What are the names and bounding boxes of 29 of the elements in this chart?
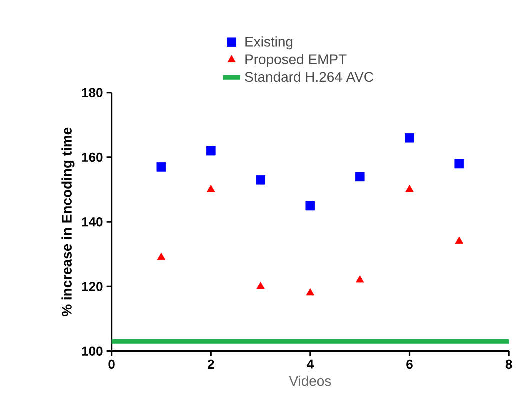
- point: [406, 184, 414, 192]
- x-axis-title: Videos: [289, 376, 332, 386]
- point: [455, 236, 464, 244]
- x-tick-label: 4: [307, 360, 314, 369]
- point: [206, 146, 216, 156]
- point: [157, 252, 166, 260]
- x-tick-label: 2: [208, 360, 214, 369]
- y-tick-label: 180: [82, 88, 103, 98]
- point: [356, 275, 364, 283]
- point: [256, 175, 266, 185]
- legend-label: Standard H.264 AVC: [245, 72, 374, 82]
- point: [405, 133, 414, 143]
- point: [355, 172, 365, 182]
- point: [256, 282, 265, 290]
- point: [207, 184, 216, 192]
- y-tick-label: 100: [82, 346, 103, 356]
- y-axis-title: % increase in Encoding time: [62, 128, 75, 316]
- legend-label: Proposed EMPT: [246, 54, 347, 68]
- legend-label: Existing: [246, 36, 293, 50]
- x-tick-label: 0: [108, 360, 115, 369]
- point: [306, 201, 316, 211]
- y-tick-label: 140: [82, 217, 103, 227]
- x-tick-label: 6: [406, 360, 413, 369]
- point: [156, 162, 166, 172]
- y-tick-label: 120: [82, 282, 103, 292]
- y-tick-label: 160: [82, 152, 103, 162]
- point: [454, 159, 464, 169]
- point: [306, 288, 315, 296]
- x-tick-label: 8: [506, 360, 512, 369]
